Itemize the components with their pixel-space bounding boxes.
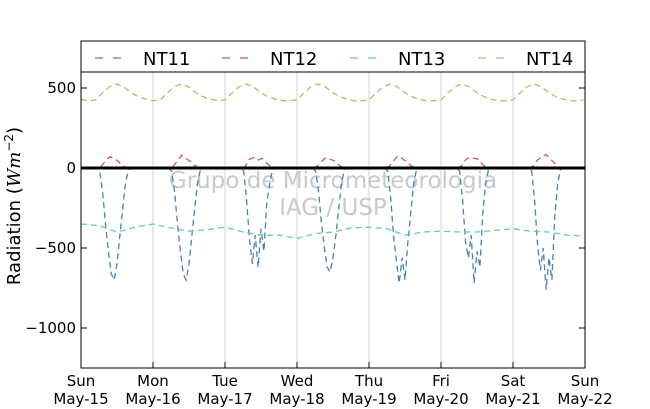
y-axis-label-main: Radiation (	[4, 187, 25, 285]
legend: NT11 NT12 NT13 NT14	[80, 40, 586, 73]
legend-label-nt14: NT14	[526, 49, 573, 70]
x-tick-date-3: May-18	[269, 390, 324, 408]
x-tick-date-5: May-20	[413, 390, 468, 408]
legend-label-nt11: NT11	[143, 49, 190, 70]
x-tick-date-0: May-15	[53, 390, 108, 408]
legend-label-nt13: NT13	[398, 49, 445, 70]
legend-frame	[80, 40, 586, 73]
watermark-line-2: IAG / USP	[279, 195, 387, 221]
y-axis-label: Radiation (Wm−2)	[2, 127, 25, 285]
x-tick-day-3: Wed	[281, 372, 314, 390]
watermark-line-1: Grupo de Micrometeorologia	[169, 168, 497, 194]
series-line-nt14	[80, 83, 584, 102]
x-tick-date-4: May-19	[341, 390, 396, 408]
x-tick-date-2: May-17	[197, 390, 252, 408]
y-tick-label-3: −1000	[25, 319, 76, 337]
x-axis-ticks: SunMay-15MonMay-16TueMay-17WedMay-18ThuM…	[53, 362, 613, 408]
legend-label-nt12: NT12	[270, 49, 317, 70]
x-tick-day-0: Sun	[67, 372, 96, 390]
x-tick-day-4: Thu	[354, 372, 383, 390]
x-tick-date-6: May-21	[485, 390, 540, 408]
y-tick-label-2: −500	[35, 239, 76, 257]
y-axis-label-unit: Wm	[4, 152, 25, 188]
y-axis-ticks: 500 0 −500 −1000	[25, 79, 585, 337]
x-tick-day-5: Fri	[432, 372, 450, 390]
x-gridlines	[152, 72, 514, 368]
x-tick-day-6: Sat	[501, 372, 526, 390]
x-tick-day-7: Sun	[571, 372, 600, 390]
x-tick-day-1: Mon	[137, 372, 169, 390]
watermark: Grupo de Micrometeorologia IAG / USP	[169, 168, 497, 221]
x-tick-date-7: May-22	[557, 390, 612, 408]
y-tick-label-1: 0	[66, 159, 76, 177]
x-tick-day-2: Tue	[211, 372, 238, 390]
y-axis-label-close: )	[4, 127, 25, 134]
y-axis-label-exp: −2	[2, 134, 16, 152]
x-tick-date-1: May-16	[125, 390, 180, 408]
y-tick-label-0: 500	[47, 79, 76, 97]
